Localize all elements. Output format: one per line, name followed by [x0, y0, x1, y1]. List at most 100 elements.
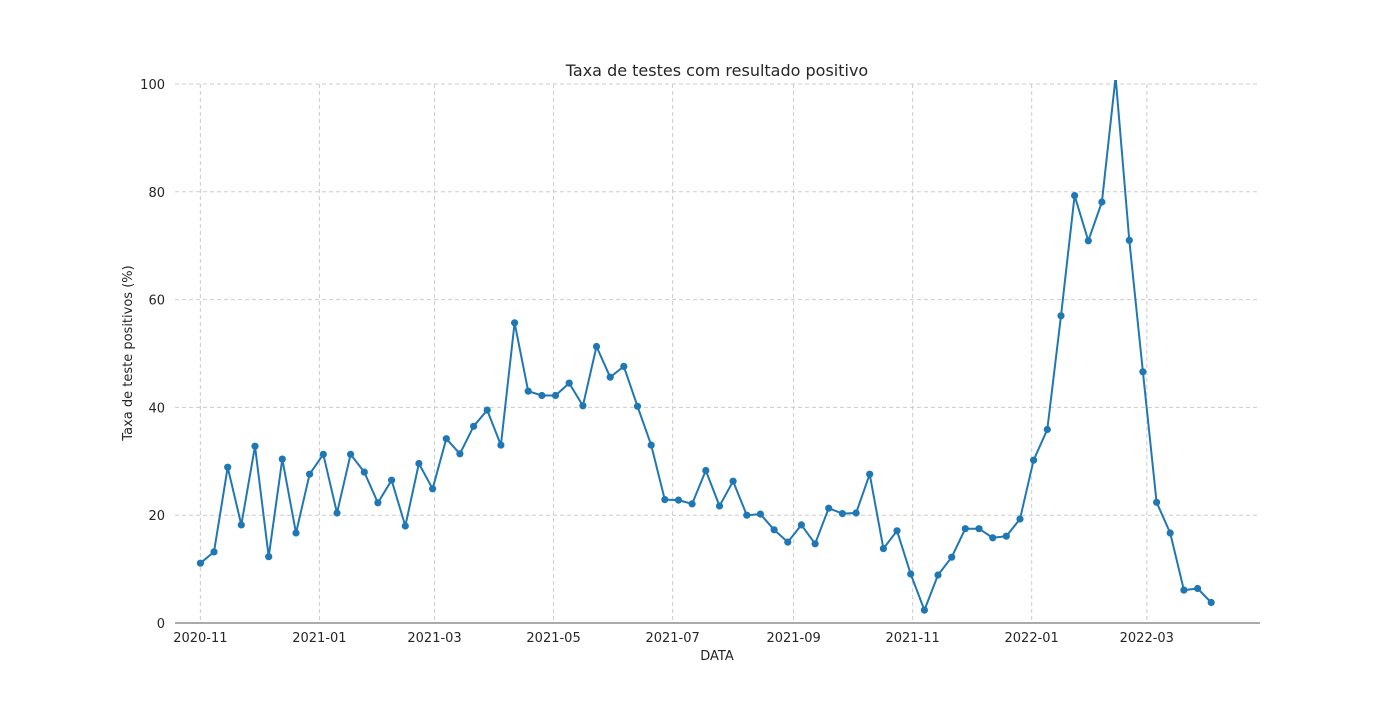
data-point [510, 319, 519, 327]
data-point [360, 468, 368, 476]
x-tick-label: 2021-07 [645, 631, 699, 646]
data-point [674, 496, 683, 504]
data-point [1194, 584, 1202, 593]
data-point [415, 459, 423, 468]
x-tick-label: 2021-11 [885, 631, 939, 646]
x-axis-ticks: 2020-11 2021-01 2021-03 2021-05 2021-07 2021-… [173, 631, 1174, 646]
data-point [1016, 515, 1024, 523]
x-axis-label: DATA [700, 649, 734, 664]
data-point [1180, 586, 1188, 594]
data-point [715, 502, 724, 510]
data-point [893, 527, 901, 535]
data-point [606, 373, 614, 381]
y-tick-label: 40 [148, 401, 165, 416]
data-point [1207, 598, 1215, 607]
data-point [538, 391, 546, 400]
data-point [456, 450, 464, 458]
series-group [196, 80, 1215, 614]
x-tick-label: 2021-01 [292, 631, 346, 646]
data-point [1030, 456, 1038, 464]
data-point [497, 441, 505, 449]
x-tick-label: 2021-09 [766, 631, 820, 646]
data-point [524, 387, 532, 395]
data-point [825, 504, 833, 512]
x-tick-label: 2022-03 [1120, 631, 1174, 646]
data-point [907, 570, 915, 578]
data-point [961, 525, 969, 533]
data-point [620, 362, 628, 370]
data-point [661, 496, 669, 504]
series-line [199, 80, 1212, 612]
data-series [196, 80, 1215, 614]
data-point [989, 534, 997, 542]
x-tick-label: 2020-11 [173, 631, 227, 646]
data-point [306, 470, 314, 478]
data-point [811, 540, 819, 548]
data-point [920, 606, 929, 614]
chart-title: Taxa de testes com resultado positivo [565, 61, 868, 80]
data-point [1084, 237, 1092, 245]
data-point [374, 499, 382, 507]
data-point [702, 466, 710, 475]
data-point [333, 509, 341, 517]
data-point [647, 441, 655, 449]
data-point [196, 559, 204, 567]
data-point [401, 522, 409, 530]
data-point [975, 525, 983, 533]
data-point [1153, 498, 1161, 506]
grid [175, 83, 1260, 623]
data-point [1125, 236, 1133, 244]
data-point [319, 450, 327, 458]
data-point [579, 402, 587, 410]
y-axis-label: Taxa de teste positivos (%) [121, 265, 136, 441]
data-point [784, 538, 792, 546]
data-point [1098, 198, 1106, 206]
data-point [770, 526, 778, 534]
data-point [251, 442, 259, 450]
data-point [948, 553, 956, 561]
data-point [756, 510, 765, 518]
y-tick-label: 20 [148, 509, 165, 524]
data-point [1043, 425, 1051, 434]
data-point [210, 548, 218, 556]
y-tick-label: 0 [157, 617, 165, 632]
data-point [866, 470, 874, 478]
data-point [743, 511, 751, 519]
data-point [1113, 80, 1118, 81]
y-tick-label: 60 [148, 294, 165, 309]
data-point [1139, 368, 1147, 376]
data-point [688, 500, 696, 508]
data-point [483, 406, 491, 414]
data-point [1166, 529, 1174, 537]
data-point [551, 391, 560, 400]
data-point [838, 509, 847, 518]
data-point [1002, 532, 1010, 540]
data-point [442, 435, 450, 443]
y-axis-ticks: 0 20 40 60 80 100 [140, 78, 165, 632]
y-tick-label: 80 [148, 186, 165, 201]
data-point [633, 402, 642, 410]
data-point [879, 545, 888, 553]
x-tick-label: 2021-05 [526, 631, 580, 646]
data-point [429, 485, 437, 493]
data-point [237, 521, 245, 529]
data-point [265, 553, 273, 561]
data-point [852, 509, 860, 517]
data-point [797, 521, 806, 529]
data-point [1057, 312, 1065, 320]
x-tick-label: 2021-03 [407, 631, 461, 646]
data-point [1071, 192, 1079, 200]
data-point [592, 342, 601, 351]
data-point [565, 379, 573, 387]
data-point [729, 477, 737, 485]
data-point [278, 455, 286, 463]
x-tick-label: 2022-01 [1005, 631, 1059, 646]
data-point [292, 529, 300, 537]
data-point [470, 422, 478, 430]
data-point [224, 463, 232, 471]
data-point [388, 476, 396, 484]
y-tick-label: 100 [140, 78, 165, 93]
data-point [934, 571, 942, 579]
